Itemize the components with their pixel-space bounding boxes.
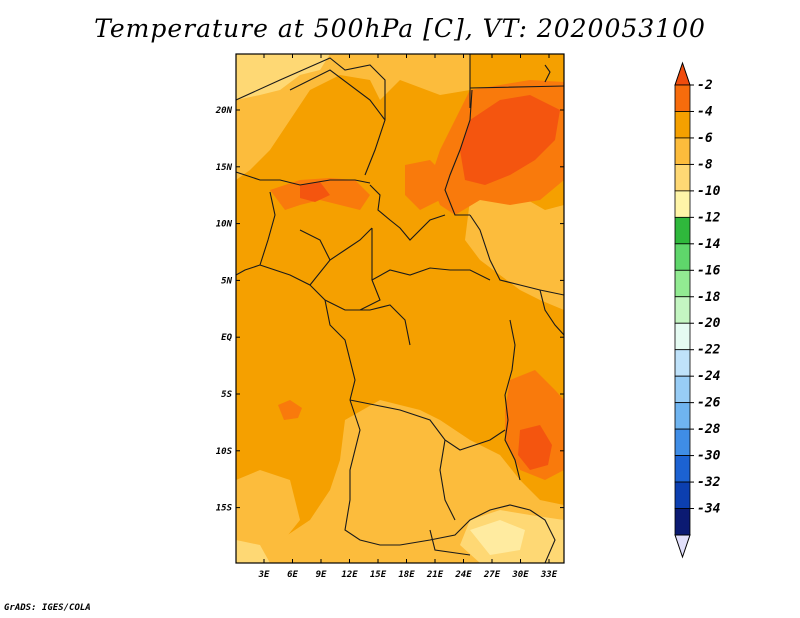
map-frame [235,53,565,564]
country-borders [236,54,564,563]
field-region-light [236,54,470,180]
field-region-hot [300,182,330,202]
colorbar-swatch [674,322,691,351]
colorbar-swatch [674,190,691,218]
lat-tick-label: EQ [221,333,232,343]
colorbar-label: -10 [697,184,721,199]
colorbar: -2 -4 -6 -8 -10 -12 -14 -16 -18 -20 -22 -24 -26 -28 -3… [674,61,721,559]
colorbar-swatch [674,428,691,456]
colorbar-label: -6 [697,131,713,146]
border-line [359,228,381,311]
lon-tick-label: 21E [426,570,444,580]
border-line [324,299,356,401]
border-line [429,529,471,556]
colorbar-label: -12 [697,210,721,225]
lon-tick-label: 15E [370,570,387,580]
border-line [349,399,506,451]
longitude-axis: 3E 6E 9E 12E 15E 18E 21E 24E 27E 30E 33E [258,54,558,580]
field-region-warm [278,400,302,420]
colorbar-swatch [674,481,691,509]
border-line [439,439,456,521]
lat-tick-label: 10S [216,447,233,457]
colorbar-bottom-arrow [674,534,691,559]
colorbar-label: -20 [697,316,721,331]
lon-tick-label: 18E [398,570,415,580]
colorbar-label: -4 [697,104,713,119]
grads-credit: GrADS: IGES/COLA [4,603,91,613]
lon-tick-label: 6E [287,570,298,580]
field-region-light [236,470,300,550]
colorbar-swatch [674,164,691,192]
colorbar-label: -22 [697,343,721,358]
field-region-warm [405,160,445,210]
border-line [236,191,276,276]
border-line [399,504,531,546]
colorbar-swatch [674,137,691,165]
border-line [504,319,521,481]
lon-tick-label: 27E [483,570,501,580]
lon-tick-label: 30E [511,570,529,580]
colorbar-swatch [674,243,691,271]
colorbar-top-arrow [674,61,691,86]
lat-tick-label: 15N [216,163,233,173]
border-line [236,171,371,186]
colorbar-swatch [674,455,691,483]
border-line [344,399,400,546]
lon-tick-label: 24E [454,570,472,580]
colorbar-label: -14 [697,237,721,252]
colorbar-label: -2 [697,78,713,93]
field-region-palest [470,520,525,555]
colorbar-swatch [674,508,691,536]
colorbar-swatch [674,269,691,298]
lat-tick-label: 20N [215,106,233,116]
border-line [371,267,491,281]
chart-title: Temperature at 500hPa [C], VT: 202005310… [94,14,706,43]
field-region-hot [518,425,552,470]
border-line [544,64,551,83]
colorbar-label: -26 [697,396,721,411]
field-region-hot [460,95,560,185]
colorbar-swatch [674,84,691,112]
colorbar-swatch [674,375,691,404]
colorbar-label: -18 [697,290,721,305]
colorbar-swatch [674,111,691,139]
field-region-light [465,190,564,310]
lon-tick-label: 12E [341,570,358,580]
lon-tick-label: 33E [540,570,558,580]
border-line [299,229,331,261]
colorbar-label: -32 [697,475,721,490]
border-line [444,89,473,216]
colorbar-label: -28 [697,422,721,437]
field-region-lighter [236,540,270,563]
border-line [236,57,386,176]
lat-tick-label: 5N [221,276,232,286]
colorbar-swatch [674,402,691,430]
colorbar-label: -24 [697,369,721,384]
lat-tick-label: 5S [221,390,232,400]
lon-tick-label: 3E [258,570,270,580]
colorbar-swatch [674,296,691,324]
border-line [369,184,446,241]
border-line [529,509,556,563]
lat-tick-label: 15S [216,504,233,514]
colorbar-label: -34 [697,502,721,517]
lat-tick-label: 10N [216,220,233,230]
border-line [469,54,564,108]
colorbar-swatch [674,349,691,377]
colorbar-label: -16 [697,263,721,278]
latitude-axis: 20N 15N 10N 5N EQ 5S 10S 15S [215,106,564,514]
temperature-field [236,54,564,563]
border-line [539,289,564,336]
colorbar-label: -30 [697,449,721,464]
colorbar-label: -8 [697,157,713,172]
colorbar-swatch [674,216,691,245]
border-line [289,69,386,121]
lon-tick-label: 9E [316,570,327,580]
field-region-lighter [236,54,330,100]
